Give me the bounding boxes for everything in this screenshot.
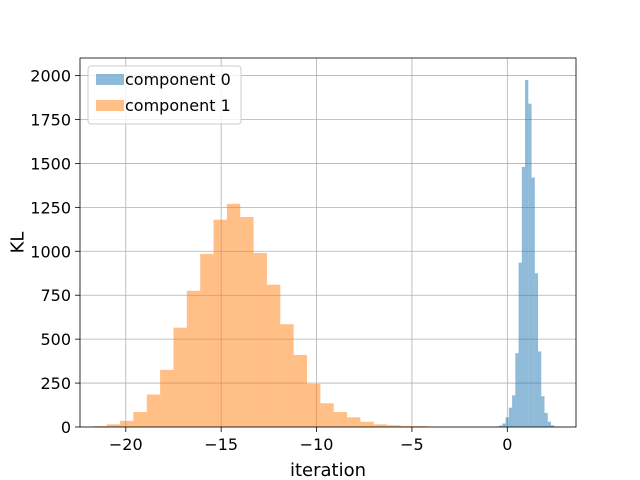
axes-frame xyxy=(79,57,577,428)
histogram-bar-series-1 xyxy=(333,412,348,427)
x-tick-label: −20 xyxy=(109,435,143,454)
x-tick-label: −10 xyxy=(300,435,334,454)
histogram-bar-series-1 xyxy=(200,253,214,427)
histogram-bar-series-1 xyxy=(293,354,308,427)
histogram-bar-series-1 xyxy=(160,369,174,427)
histogram-bar-series-0 xyxy=(538,351,542,427)
histogram-bar-series-1 xyxy=(266,284,281,427)
y-tick-label: 500 xyxy=(40,330,71,349)
legend-swatch xyxy=(96,74,124,85)
histogram-bar-series-0 xyxy=(525,79,529,427)
histogram-bar-series-0 xyxy=(515,353,519,427)
histogram-bar-series-1 xyxy=(387,425,401,427)
histogram-bar-series-1 xyxy=(253,253,267,427)
x-tick-label: 0 xyxy=(502,435,512,454)
histogram-bar-series-1 xyxy=(120,420,134,427)
legend: component 0 component 1 xyxy=(87,65,242,125)
histogram-bar-series-0 xyxy=(512,395,516,427)
histogram-bar-series-1 xyxy=(400,426,414,427)
legend-box xyxy=(87,65,242,125)
histogram-bar-series-0 xyxy=(508,407,513,427)
histogram-bar-series-1 xyxy=(360,421,374,427)
histogram-bar-series-1 xyxy=(413,426,428,427)
histogram-bar-series-1 xyxy=(280,324,294,427)
histogram-bar-series-0 xyxy=(518,262,522,427)
y-tick-label: 1750 xyxy=(30,111,71,130)
histogram-bar-series-1 xyxy=(186,290,201,427)
histogram-bar-series-0 xyxy=(528,103,532,427)
histogram-bar-series-0 xyxy=(502,423,506,427)
y-tick-label: 1000 xyxy=(30,242,71,261)
y-tick-label: 1250 xyxy=(30,198,71,217)
histogram-bar-series-1 xyxy=(347,417,361,427)
histogram-bars xyxy=(93,79,558,427)
histogram-bar-series-1 xyxy=(307,383,321,427)
legend-swatch xyxy=(96,100,124,111)
y-tick-label: 250 xyxy=(40,374,71,393)
legend-label: component 0 xyxy=(125,70,231,89)
y-tick-label: 0 xyxy=(61,418,71,437)
histogram-bar-series-0 xyxy=(521,166,526,427)
legend-label: component 1 xyxy=(125,96,231,115)
y-tick-label: 2000 xyxy=(30,67,71,86)
histogram-bar-series-0 xyxy=(505,417,509,427)
y-tick-label: 1500 xyxy=(30,154,71,173)
histogram-bar-series-0 xyxy=(499,425,503,427)
histogram-bar-series-1 xyxy=(226,203,241,427)
histogram-bar-series-1 xyxy=(93,426,107,427)
x-tick-label: −15 xyxy=(204,435,238,454)
y-axis-ticks: 0 250 500 750 1000 1250 1500 1750 2000 xyxy=(30,67,80,437)
histogram-bar-series-1 xyxy=(173,327,187,427)
histogram-bar-series-0 xyxy=(531,177,535,427)
histogram-bar-series-0 xyxy=(541,396,545,427)
histogram-bar-series-0 xyxy=(534,273,539,427)
axes-border xyxy=(79,57,577,428)
histogram-bar-series-1 xyxy=(320,403,334,427)
histogram-bar-series-1 xyxy=(373,424,388,427)
histogram-bar-series-1 xyxy=(213,219,227,427)
histogram-bar-series-1 xyxy=(133,412,147,427)
x-axis-label: iteration xyxy=(290,460,366,480)
y-tick-label: 750 xyxy=(40,286,71,305)
histogram-bar-series-0 xyxy=(547,421,552,427)
y-axis-label: KL xyxy=(8,232,29,254)
histogram-bar-series-1 xyxy=(240,217,254,427)
histogram-bar-series-0 xyxy=(544,412,548,427)
x-tick-label: −5 xyxy=(400,435,424,454)
histogram-bar-series-1 xyxy=(146,394,161,427)
histogram-bar-series-0 xyxy=(551,425,555,427)
histogram-bar-series-1 xyxy=(106,424,121,427)
x-axis-ticks: −20 −15 −10 −5 0 xyxy=(109,427,512,454)
